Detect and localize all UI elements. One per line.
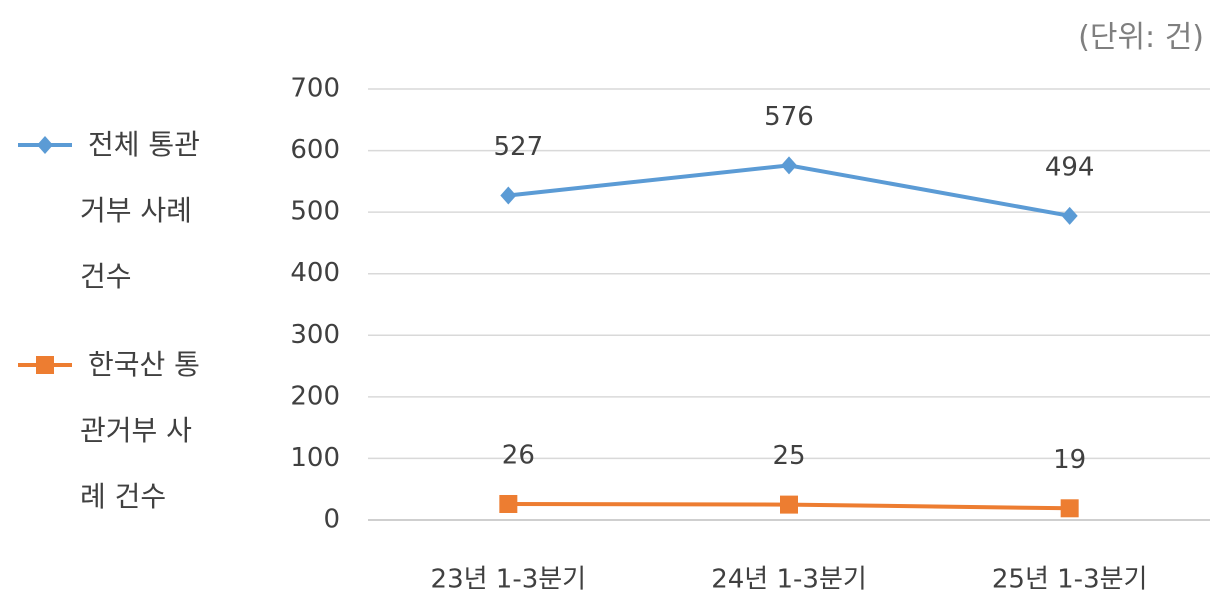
data-label: 576 <box>764 102 814 132</box>
y-tick-label: 400 <box>290 258 340 288</box>
y-tick-label: 600 <box>290 135 340 165</box>
x-tick-label: 23년 1-3분기 <box>431 565 587 595</box>
x-tick-label: 24년 1-3분기 <box>711 565 867 595</box>
marker <box>780 495 798 514</box>
marker <box>1060 499 1079 518</box>
y-tick-label: 200 <box>290 381 340 411</box>
data-label: 19 <box>1053 445 1086 475</box>
marker <box>781 156 797 175</box>
legend-marker <box>37 136 53 154</box>
unit-note: (단위: 건) <box>1078 20 1204 55</box>
y-tick-label: 500 <box>290 197 340 227</box>
marker <box>1061 206 1078 225</box>
data-label: 26 <box>502 440 535 470</box>
legend-label: 한국산 통관거부 사례 건수 <box>80 348 200 513</box>
marker <box>500 186 517 205</box>
x-tick-label: 25년 1-3분기 <box>992 565 1148 595</box>
marker <box>499 494 518 513</box>
data-label: 25 <box>772 441 805 471</box>
y-tick-label: 0 <box>323 505 340 535</box>
legend-label: 전체 통관거부 사례 건수 <box>80 128 200 293</box>
data-label: 494 <box>1045 152 1095 182</box>
y-tick-label: 300 <box>290 320 340 350</box>
y-tick-label: 700 <box>290 74 340 104</box>
data-label: 527 <box>494 132 544 162</box>
y-tick-label: 100 <box>290 443 340 473</box>
legend-marker <box>36 356 54 374</box>
